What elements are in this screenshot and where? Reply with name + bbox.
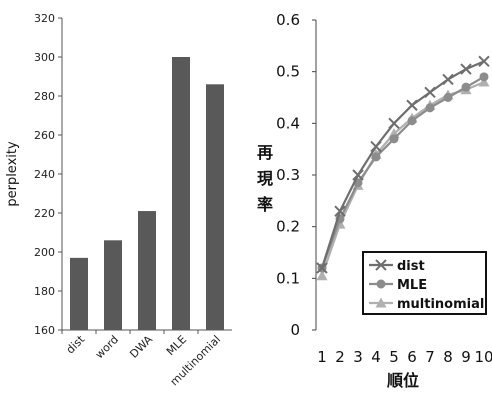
bar [104, 240, 122, 330]
data-point [389, 134, 399, 144]
x-tick-label: 3 [353, 348, 363, 366]
y-tick-label: 260 [34, 129, 55, 142]
series-line [320, 60, 485, 269]
data-point [407, 116, 417, 126]
legend: dist MLE multinomial [362, 251, 487, 315]
series-dist [316, 55, 490, 274]
y-tick-label: 300 [34, 51, 55, 64]
legend-label: MLE [397, 278, 427, 293]
x-tick-label: word [93, 333, 121, 361]
data-point [425, 103, 435, 113]
data-point [460, 63, 472, 75]
bar [172, 57, 190, 330]
y-axis-title-char: 再 [257, 143, 273, 162]
data-point [371, 152, 381, 162]
y-tick-label: 0.6 [276, 11, 300, 29]
data-point [442, 73, 454, 86]
data-point [478, 76, 490, 87]
series-line [320, 80, 485, 277]
data-point [406, 99, 418, 111]
data-point [375, 297, 387, 308]
bar [138, 211, 156, 330]
series-line [320, 75, 485, 269]
data-point [316, 270, 328, 281]
x-tick-label: 5 [389, 348, 399, 366]
x-tick-label: 1 [317, 348, 327, 366]
x-tick-label: 2 [335, 348, 345, 366]
legend-label: multinomial [397, 297, 484, 312]
legend-label: dist [397, 259, 425, 274]
y-tick-label: 0 [290, 321, 300, 339]
data-point [424, 86, 436, 99]
data-point [376, 279, 386, 289]
x-tick-label: 6 [407, 348, 417, 366]
data-point [370, 140, 382, 153]
data-point [334, 205, 346, 217]
y-tick-label: 280 [34, 90, 55, 103]
x-tick-label: MLE [164, 333, 189, 358]
y-axis-title: 再現率 [257, 143, 273, 214]
x-tick-label: 4 [371, 348, 381, 366]
data-point [479, 72, 489, 82]
y-tick-label: 200 [34, 246, 55, 259]
recall-line-chart: 0 0.1 0.2 0.3 0.4 0.5 0.6 1 2 3 4 5 6 7 8 9 10 順位 再現率 dist M… [257, 11, 492, 390]
data-point [443, 93, 453, 102]
series-multinomial [316, 76, 490, 281]
y-tick-label: 220 [34, 207, 55, 220]
x-tick-label: 10 [474, 348, 492, 366]
y-tick-label: 0.2 [276, 218, 300, 236]
y-tick-label: 0.4 [276, 114, 300, 132]
data-point [352, 169, 364, 181]
y-tick-label: 0.5 [276, 63, 300, 81]
y-axis-title-char: 率 [257, 195, 273, 214]
x-tick-label: 9 [461, 348, 471, 366]
y-tick-label: 180 [34, 285, 55, 298]
x-tick-label: DWA [127, 333, 155, 361]
y-axis-title-char: 現 [257, 169, 273, 188]
x-tick-label: 8 [443, 348, 453, 366]
y-tick-label: 160 [34, 324, 55, 337]
x-tick-label: 7 [425, 348, 435, 366]
y-tick-label: 0.3 [276, 166, 300, 184]
data-point [478, 55, 490, 68]
y-tick-label: 0.1 [276, 269, 300, 287]
data-point [461, 82, 471, 92]
bar [70, 257, 88, 330]
perplexity-bar-chart: 160 180 200 220 240 260 280 300 320 dist word DWA ML… [5, 12, 232, 388]
x-tick-label: dist [64, 332, 88, 356]
series-MLE [317, 72, 489, 273]
y-tick-label: 320 [34, 12, 55, 25]
x-axis-title: 順位 [386, 371, 419, 390]
y-tick-label: 240 [34, 168, 55, 181]
y-axis-title: perplexity [5, 141, 20, 207]
data-point [375, 259, 387, 271]
data-point [316, 262, 328, 274]
bar [206, 84, 224, 330]
data-point [388, 117, 400, 130]
